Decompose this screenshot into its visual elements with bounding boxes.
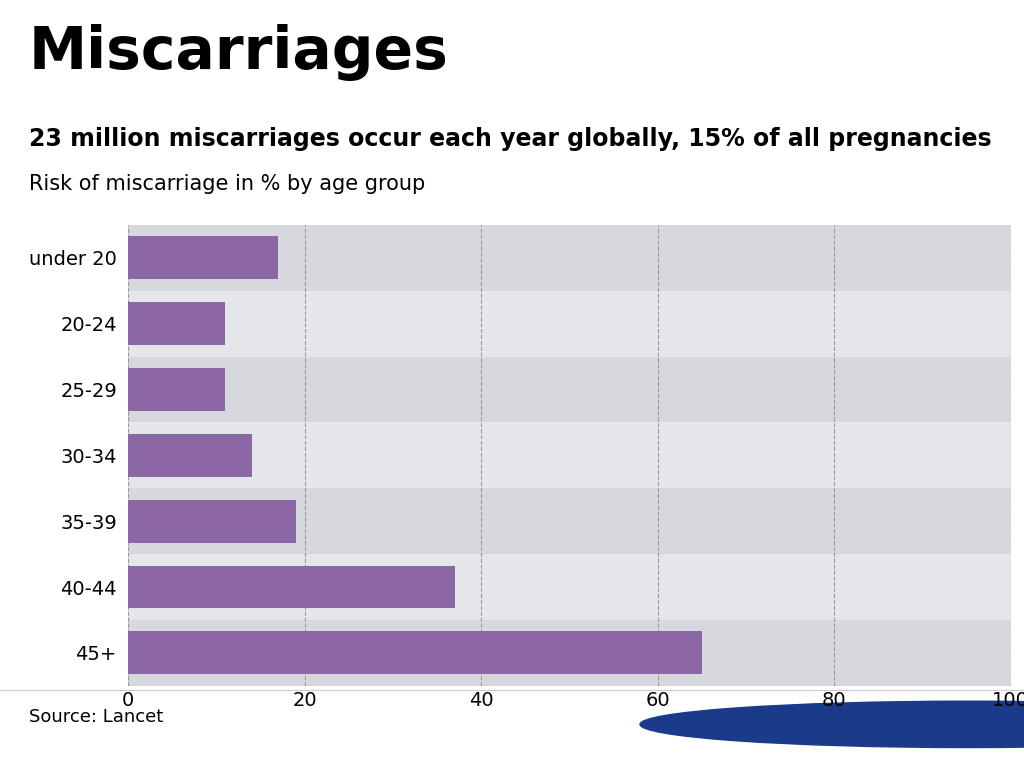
Bar: [128, 303, 225, 345]
Bar: [128, 357, 1011, 422]
Text: Miscarriages: Miscarriages: [29, 24, 449, 81]
Bar: [128, 500, 296, 543]
Bar: [128, 620, 1011, 686]
Bar: [128, 368, 225, 411]
Text: Source: Lancet: Source: Lancet: [29, 708, 163, 726]
Text: 23 million miscarriages occur each year globally, 15% of all pregnancies: 23 million miscarriages occur each year …: [29, 127, 991, 152]
Text: Risk of miscarriage in % by age group: Risk of miscarriage in % by age group: [29, 174, 425, 194]
Circle shape: [640, 701, 1024, 748]
Bar: [128, 434, 252, 477]
Bar: [128, 554, 1011, 620]
Bar: [128, 632, 701, 674]
Text: AFP: AFP: [865, 700, 975, 748]
Bar: [128, 422, 1011, 488]
Bar: [128, 225, 1011, 290]
Bar: [128, 236, 279, 279]
Bar: [128, 488, 1011, 554]
Bar: [128, 290, 1011, 357]
Bar: [128, 565, 455, 608]
